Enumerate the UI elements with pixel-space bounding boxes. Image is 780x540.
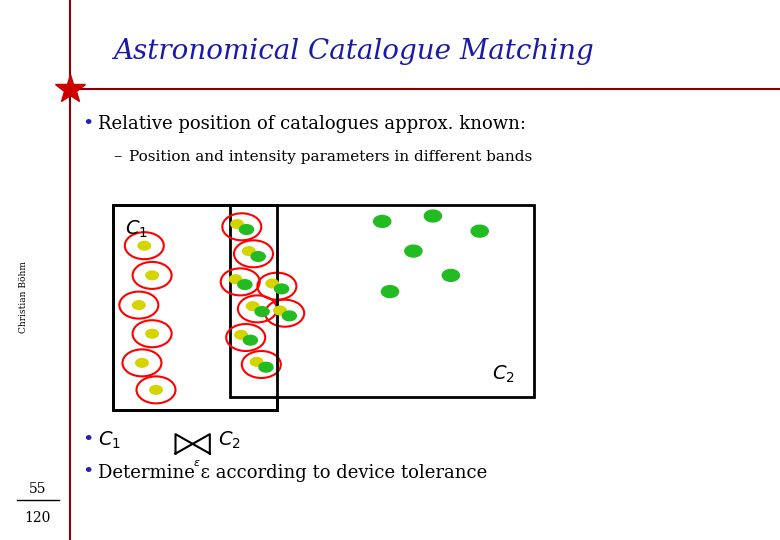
Circle shape: [405, 245, 422, 257]
Circle shape: [243, 335, 257, 345]
Circle shape: [381, 286, 399, 298]
Text: $C_2$: $C_2$: [492, 364, 515, 385]
Circle shape: [246, 302, 259, 310]
Text: $C_1$: $C_1$: [98, 429, 120, 451]
Bar: [230, 205, 534, 397]
Circle shape: [138, 241, 151, 250]
Circle shape: [133, 301, 145, 309]
Text: •: •: [82, 115, 94, 133]
Text: •: •: [82, 431, 94, 449]
Text: $C_2$: $C_2$: [218, 429, 240, 451]
Bar: [113, 205, 277, 410]
Circle shape: [251, 252, 265, 261]
Circle shape: [235, 330, 247, 339]
Circle shape: [231, 220, 243, 228]
Bar: [113, 205, 277, 410]
Circle shape: [471, 225, 488, 237]
Text: Position and intensity parameters in different bands: Position and intensity parameters in dif…: [129, 150, 532, 164]
Circle shape: [259, 362, 273, 372]
Circle shape: [250, 357, 263, 366]
Circle shape: [374, 215, 391, 227]
Text: Determine ε according to device tolerance: Determine ε according to device toleranc…: [98, 463, 487, 482]
Circle shape: [275, 284, 289, 294]
Text: Astronomical Catalogue Matching: Astronomical Catalogue Matching: [113, 38, 594, 65]
Text: •: •: [82, 463, 94, 482]
Text: 55: 55: [29, 482, 46, 496]
Circle shape: [229, 275, 242, 284]
Circle shape: [150, 386, 162, 394]
Circle shape: [266, 279, 278, 288]
Circle shape: [243, 247, 255, 255]
Text: –: –: [113, 148, 122, 165]
Circle shape: [282, 311, 296, 321]
Text: $C_1$: $C_1$: [125, 219, 147, 240]
Text: 120: 120: [24, 511, 51, 525]
Text: Relative position of catalogues approx. known:: Relative position of catalogues approx. …: [98, 115, 526, 133]
Text: $\varepsilon$: $\varepsilon$: [193, 458, 200, 468]
Circle shape: [442, 269, 459, 281]
Circle shape: [146, 329, 158, 338]
Circle shape: [136, 359, 148, 367]
Text: Christian Böhm: Christian Böhm: [19, 261, 28, 333]
Circle shape: [146, 271, 158, 280]
Circle shape: [255, 307, 269, 316]
Circle shape: [424, 210, 441, 222]
Circle shape: [274, 306, 286, 315]
Circle shape: [238, 280, 252, 289]
Circle shape: [239, 225, 254, 234]
